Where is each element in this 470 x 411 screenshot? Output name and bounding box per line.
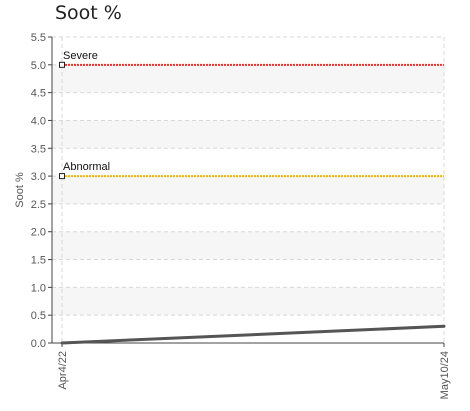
grid-band [52, 64, 444, 93]
grid-band [52, 231, 444, 260]
data-point [442, 324, 446, 328]
grid-band [52, 120, 444, 149]
y-tick-label: 5.0 [31, 60, 46, 72]
y-tick-label: 0.0 [31, 338, 46, 350]
threshold-marker [59, 61, 65, 68]
y-tick-label: 1.0 [31, 282, 46, 294]
y-tick-label: 2.0 [31, 227, 46, 239]
y-tick-label: 1.5 [31, 255, 46, 267]
grid-band [52, 176, 444, 204]
threshold-label: Abnormal [63, 161, 110, 173]
chart-title: Soot % [55, 2, 122, 24]
y-tick-label: 2.5 [31, 199, 46, 211]
y-tick-label: 0.5 [31, 310, 46, 322]
series-line [61, 324, 445, 345]
y-tick-label: 3.0 [31, 171, 46, 183]
y-tick-label: 4.0 [31, 115, 46, 127]
y-tick-label: 4.5 [31, 88, 46, 100]
threshold-marker [59, 173, 65, 180]
grid-band [52, 287, 444, 316]
x-tick-label: May10/24 [439, 351, 451, 399]
y-axis-label: Soot % [14, 172, 26, 208]
x-tick-label: Apr4/22 [57, 351, 69, 390]
y-tick-label: 5.5 [31, 32, 46, 44]
data-point [60, 341, 64, 345]
y-tick-label: 3.5 [31, 143, 46, 155]
threshold-label: Severe [63, 50, 98, 62]
